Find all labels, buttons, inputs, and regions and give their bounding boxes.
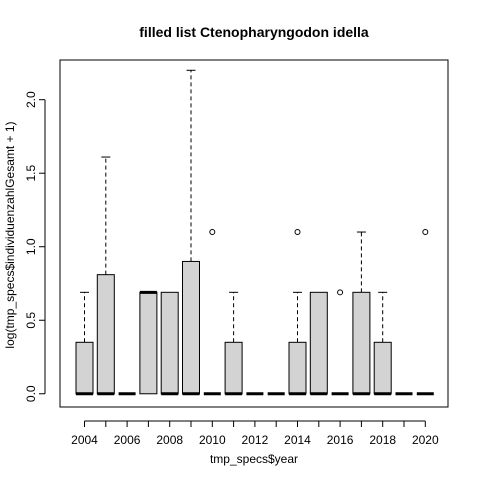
x-tick-label: 2012 (242, 433, 269, 447)
box (373, 341, 392, 395)
box (96, 274, 115, 395)
x-tick-label: 2010 (199, 433, 226, 447)
plot-area: 0.0 0.5 1.0 1.5 2.0 2004 2006 2008 2010 2012 2014 2… (24, 69, 439, 447)
box (160, 291, 179, 395)
x-tick-label: 2008 (156, 433, 183, 447)
box (224, 341, 243, 395)
box (182, 260, 200, 395)
box (288, 341, 307, 395)
x-tick-label: 2014 (284, 433, 311, 447)
y-tick-label: 0.5 (24, 312, 38, 329)
chart-title: filled list Ctenopharyngodon idella (139, 24, 369, 40)
outlier-point (422, 229, 429, 236)
box (309, 291, 328, 395)
plot-frame (59, 59, 449, 408)
outlier-point (209, 229, 216, 236)
y-tick-label: 1.0 (24, 238, 38, 255)
x-tick-label: 2006 (114, 433, 141, 447)
y-axis-label: log(tmp_specs$individuenzahlGesamt + 1) (3, 121, 17, 348)
box (75, 341, 94, 395)
y-tick-label: 2.0 (24, 91, 38, 108)
box (139, 291, 158, 395)
outlier-point (337, 289, 344, 296)
outlier-point (294, 229, 301, 236)
y-tick-label: 0.0 (24, 385, 38, 402)
x-tick-label: 2004 (71, 433, 98, 447)
box (352, 291, 371, 395)
x-tick-label: 2016 (327, 433, 354, 447)
x-tick-label: 2018 (369, 433, 396, 447)
y-tick-label: 1.5 (24, 165, 38, 182)
x-tick-label: 2020 (412, 433, 439, 447)
x-axis-label: tmp_specs$year (210, 452, 298, 466)
